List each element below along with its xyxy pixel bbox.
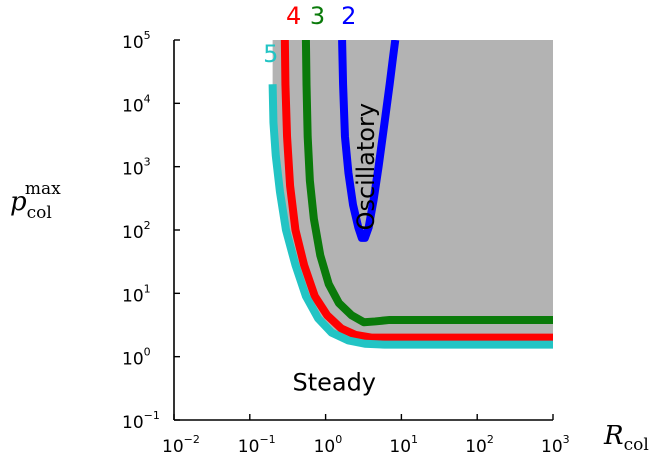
axes: 10−2 10−1 100 101 102 103 10−1100101102103104… [122,29,570,457]
y-axis-ticks: 10−1 100 101 102 103 104 105 [122,29,180,433]
x-tick-label: 103 [541,433,570,457]
y-tick-label: 101 [122,282,151,306]
x-tick-label: 10−1 [238,433,276,457]
region-label-oscillatory: Oscillatory [352,103,380,230]
series-group [268,40,553,349]
x-tick-label: 101 [389,433,418,457]
series-label-5: 5 [263,40,278,68]
y-tick-label: 10−1 [122,409,160,433]
series-label-4: 4 [286,2,301,30]
series-line-4 [280,40,553,342]
y-tick-label: 103 [122,156,151,180]
y-tick-label: 104 [122,92,151,116]
series-label-3: 3 [310,2,325,30]
y-tick-label: 100 [122,346,151,370]
region-label-steady: Steady [292,368,376,396]
x-tick-label: 10−2 [162,433,200,457]
x-tick-label: 102 [465,433,494,457]
x-axis-label: Rcol [603,421,649,455]
series-line-5 [268,84,553,349]
plot-area [268,40,553,349]
series-line-2 [338,40,400,242]
y-tick-label: 105 [122,29,151,53]
x-tick-label: 100 [314,433,343,457]
region-labels: Oscillatory Steady [292,103,379,396]
y-tick-label: 102 [122,219,151,243]
y-axis-label: pcolmax [10,179,61,223]
x-axis-ticks: 10−2 10−1 100 101 102 103 [162,414,570,457]
series-line-3 [301,40,553,327]
series-label-2: 2 [341,2,356,30]
